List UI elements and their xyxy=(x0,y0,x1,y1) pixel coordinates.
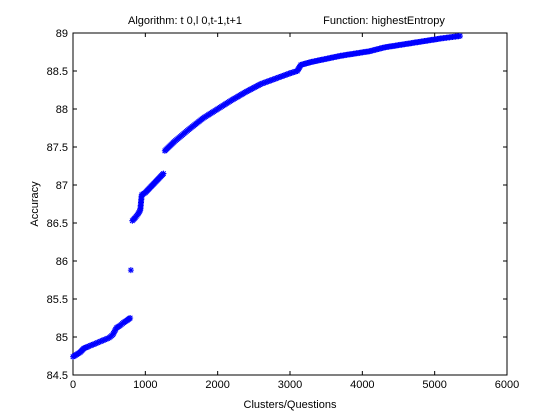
y-tick-label: 85 xyxy=(56,332,68,344)
y-tick-label: 87 xyxy=(56,180,68,192)
x-tick-label: 4000 xyxy=(350,379,374,391)
y-tick-label: 88 xyxy=(56,104,68,116)
y-tick-label: 86.5 xyxy=(47,218,68,230)
chart-title-function: Function: highestEntropy xyxy=(323,15,445,27)
x-axis-ticks: 0 1000 2000 3000 4000 5000 6000 xyxy=(70,33,519,391)
x-tick-label: 1000 xyxy=(133,379,157,391)
data-point-marker xyxy=(87,342,94,349)
x-tick-label: 3000 xyxy=(278,379,302,391)
y-axis-ticks: 84.5 85 85.5 86 86.5 87 87.5 88 88.5 89 xyxy=(47,28,507,382)
data-point-marker xyxy=(93,340,100,347)
y-tick-label: 85.5 xyxy=(47,294,68,306)
data-point-marker xyxy=(100,337,107,344)
chart-title-algorithm: Algorithm: t 0,l 0,t-1,t+1 xyxy=(128,15,242,27)
x-tick-label: 0 xyxy=(70,379,76,391)
x-tick-label: 6000 xyxy=(495,379,519,391)
y-tick-label: 86 xyxy=(56,256,68,268)
data-point-marker xyxy=(84,343,91,350)
y-tick-label: 84.5 xyxy=(47,370,68,382)
data-series xyxy=(70,33,463,360)
data-point-marker xyxy=(85,343,92,350)
data-point-marker xyxy=(127,267,134,274)
data-point-marker xyxy=(456,33,463,40)
x-axis-label: Clusters/Questions xyxy=(244,399,337,411)
y-axis-label: Accuracy xyxy=(29,181,41,227)
data-point-marker xyxy=(96,339,103,346)
data-point-marker xyxy=(103,335,110,342)
data-point-marker xyxy=(98,337,105,344)
x-tick-label: 5000 xyxy=(422,379,446,391)
data-point-marker xyxy=(127,315,134,321)
y-tick-label: 88.5 xyxy=(47,66,68,78)
data-point-marker xyxy=(104,335,111,342)
data-point-marker xyxy=(90,341,97,348)
x-tick-label: 2000 xyxy=(205,379,229,391)
data-point-marker xyxy=(94,339,101,346)
y-tick-label: 87.5 xyxy=(47,142,68,154)
data-point-marker xyxy=(88,342,95,349)
data-point-marker xyxy=(91,340,98,347)
y-tick-label: 89 xyxy=(56,28,68,40)
data-point-marker xyxy=(97,338,104,345)
data-point-marker xyxy=(101,336,108,343)
data-point-marker xyxy=(160,170,167,177)
